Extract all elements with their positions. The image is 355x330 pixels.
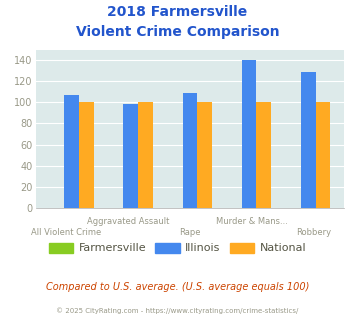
Bar: [79, 102, 94, 208]
Bar: [316, 102, 330, 208]
Bar: [197, 102, 212, 208]
Bar: [124, 104, 138, 208]
Text: Violent Crime Comparison: Violent Crime Comparison: [76, 25, 279, 39]
Bar: [242, 60, 256, 208]
Text: Compared to U.S. average. (U.S. average equals 100): Compared to U.S. average. (U.S. average …: [46, 282, 309, 292]
Text: © 2025 CityRating.com - https://www.cityrating.com/crime-statistics/: © 2025 CityRating.com - https://www.city…: [56, 308, 299, 314]
Text: 2018 Farmersville: 2018 Farmersville: [107, 5, 248, 19]
Bar: [256, 102, 271, 208]
Bar: [64, 95, 79, 208]
Text: Aggravated Assault: Aggravated Assault: [87, 217, 169, 226]
Text: Robbery: Robbery: [296, 228, 331, 237]
Bar: [301, 72, 316, 208]
Text: Murder & Mans...: Murder & Mans...: [216, 217, 288, 226]
Legend: Farmersville, Illinois, National: Farmersville, Illinois, National: [44, 238, 311, 258]
Bar: [138, 102, 153, 208]
Bar: [182, 93, 197, 208]
Text: Rape: Rape: [179, 228, 201, 237]
Text: All Violent Crime: All Violent Crime: [31, 228, 102, 237]
